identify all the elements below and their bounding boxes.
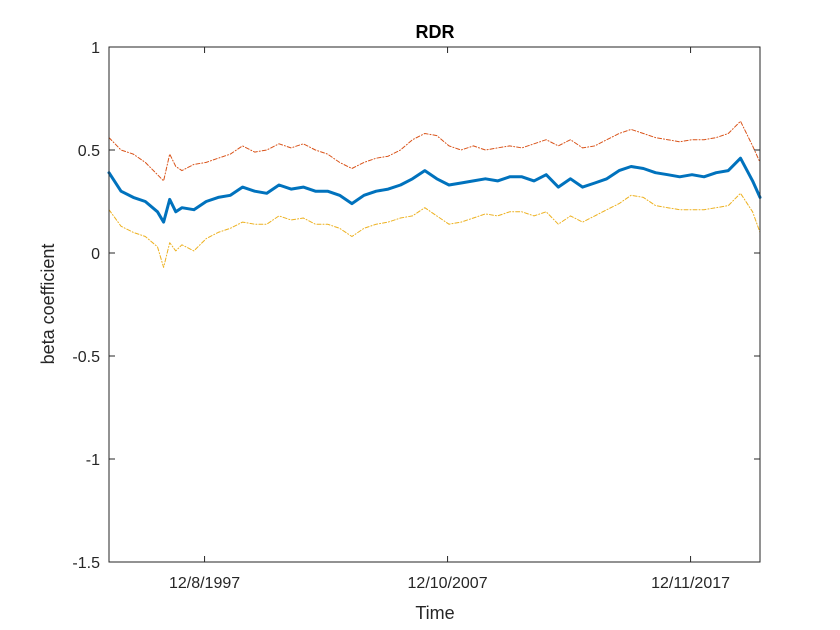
y-tick-label: 0 <box>91 246 100 263</box>
y-tick-label: -0.5 <box>72 349 100 366</box>
plot-lines <box>107 120 762 268</box>
x-axis: 12/8/1997 12/10/2007 12/11/2017 <box>169 47 730 592</box>
x-tick-label: 12/10/2007 <box>408 575 488 592</box>
series-line-2 <box>108 192 761 268</box>
y-tick-label: -1.5 <box>72 555 100 572</box>
series-line-1 <box>107 156 762 224</box>
y-tick-label: 0.5 <box>78 143 100 160</box>
x-axis-label: Time <box>415 603 454 623</box>
series-line-0 <box>108 120 761 182</box>
y-tick-label: -1 <box>86 452 100 469</box>
y-axis: 1 0.5 0 -0.5 -1 -1.5 <box>72 40 760 572</box>
x-tick-label: 12/11/2017 <box>651 575 730 592</box>
chart-title: RDR <box>416 22 455 42</box>
plot-frame <box>108 46 761 563</box>
y-axis-label: beta coefficient <box>38 244 58 365</box>
y-tick-label: 1 <box>91 40 100 57</box>
x-tick-label: 12/8/1997 <box>169 575 240 592</box>
